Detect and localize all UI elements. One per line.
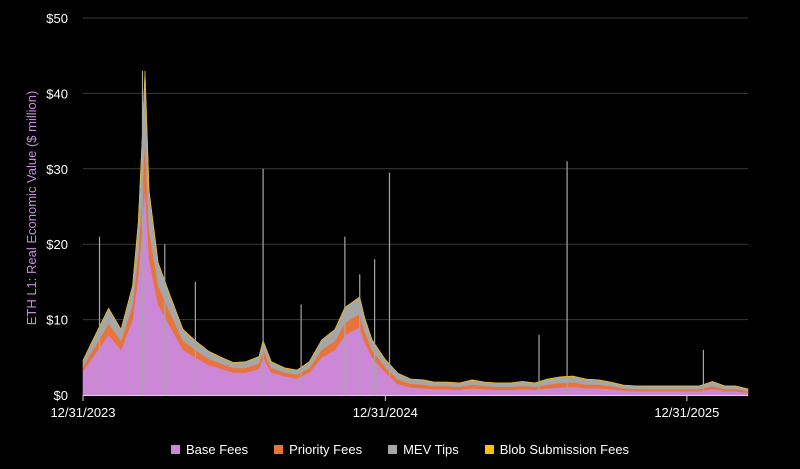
x-tick-label: 12/31/2024 [353, 405, 418, 420]
x-tick-label: 12/31/2025 [654, 405, 719, 420]
legend-swatch [170, 445, 180, 454]
legend-item: Base Fees [170, 442, 249, 457]
y-tick-label: $30 [46, 162, 68, 177]
legend-label: Priority Fees [289, 442, 363, 457]
legend: Base Fees Priority Fees MEV Tips Blob Submi… [0, 442, 800, 457]
legend-label: Blob Submission Fees [499, 442, 630, 457]
chart: $0$10$20$30$40$50 12/31/2023 12/31/2024 12… [24, 11, 749, 420]
legend-item: MEV Tips [388, 442, 459, 457]
x-tick-label: 12/31/2023 [50, 405, 115, 420]
area-base-fees [82, 183, 749, 396]
area-blob-submission-fees [82, 70, 749, 390]
y-axis-label: ETH L1: Real Economic Value ($ million) [24, 91, 39, 326]
legend-item: Priority Fees [274, 442, 362, 457]
legend-swatch [274, 445, 284, 454]
legend-swatch [388, 445, 398, 454]
y-tick-label: $10 [46, 313, 68, 328]
y-tick-label: $40 [46, 86, 68, 101]
y-tick-labels: $0 $10 $20 $30 $40 $50 [46, 11, 68, 403]
legend-item: Blob Submission Fees [484, 442, 630, 457]
legend-label: Base Fees [185, 442, 249, 457]
x-tick-labels: 12/31/2023 12/31/2024 12/31/2025 [50, 395, 719, 420]
gridlines [83, 17, 748, 321]
legend-swatch [484, 445, 494, 454]
legend-label: MEV Tips [403, 442, 459, 457]
y-tick-label: $20 [46, 237, 68, 252]
y-tick-label: $50 [46, 11, 68, 26]
spike-lines [98, 70, 704, 395]
y-tick-label: $0 [54, 388, 68, 403]
stacked-areas [82, 70, 749, 396]
